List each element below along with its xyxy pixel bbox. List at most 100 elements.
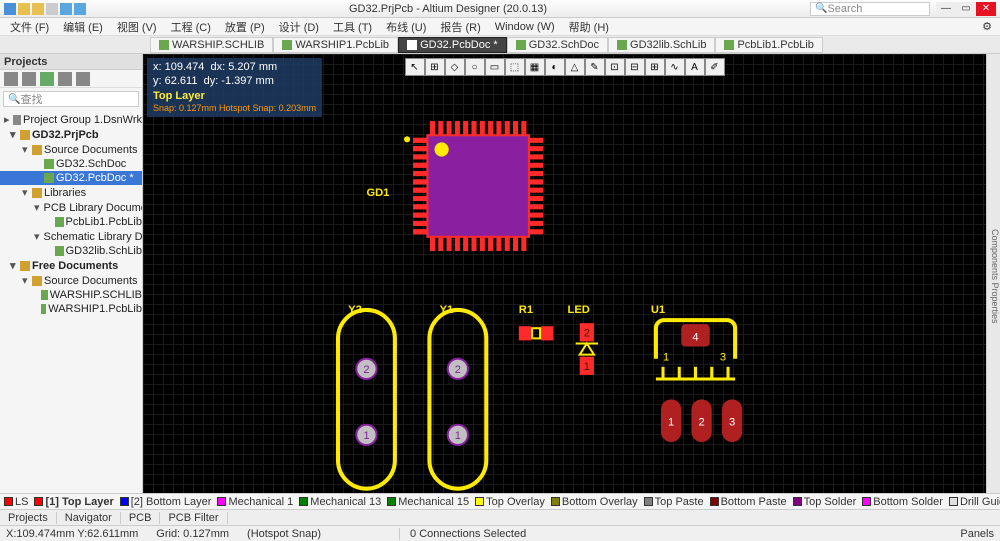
layer-tab[interactable]: Mechanical 1	[217, 496, 293, 508]
tree-node[interactable]: ▾ Free Documents	[0, 258, 142, 273]
panel-btn-icon[interactable]	[22, 72, 36, 86]
layer-tab[interactable]: Bottom Solder	[862, 496, 943, 508]
layer-tab[interactable]: Top Overlay	[475, 496, 545, 508]
svg-text:1: 1	[455, 430, 461, 442]
active-bar: ↖⊞◇○▭⬚▦◐△✎⊡⊟⊞∿A✐	[405, 58, 725, 76]
svg-text:1: 1	[663, 352, 669, 364]
toolbar-button[interactable]: ◐	[545, 58, 565, 76]
menu-item[interactable]: 报告 (R)	[434, 19, 486, 35]
svg-text:2: 2	[455, 364, 461, 376]
menu-item[interactable]: 布线 (U)	[380, 19, 432, 35]
menu-item[interactable]: 工程 (C)	[165, 19, 217, 35]
toolbar-button[interactable]: ↖	[405, 58, 425, 76]
layer-tab-bar[interactable]: LS [1] Top Layer [2] Bottom Layer Mechanica…	[0, 493, 1000, 509]
tree-node[interactable]: ▾ PCB Library Documents	[0, 200, 142, 215]
document-tab[interactable]: WARSHIP.SCHLIB	[150, 37, 273, 53]
title-bar: GD32.PrjPcb - Altium Designer (20.0.13) …	[0, 0, 1000, 18]
bottom-tab[interactable]: Navigator	[57, 512, 121, 524]
toolbar-button[interactable]: ○	[465, 58, 485, 76]
svg-text:1: 1	[584, 361, 590, 373]
panel-btn-icon[interactable]	[58, 72, 72, 86]
layer-tab[interactable]: Mechanical 13	[299, 496, 381, 508]
status-bar: X:109.474mm Y:62.611mm Grid: 0.127mm (Ho…	[0, 525, 1000, 541]
menu-item[interactable]: Window (W)	[489, 21, 561, 33]
pcb-editor[interactable]: x: 109.474 dx: 5.207 mm y: 62.611 dy: -1…	[143, 54, 986, 493]
toolbar-button[interactable]: ⊞	[425, 58, 445, 76]
redo-icon[interactable]	[74, 3, 86, 15]
panel-btn-icon[interactable]	[40, 72, 54, 86]
menu-item[interactable]: 文件 (F)	[4, 19, 55, 35]
tree-node[interactable]: PcbLib1.PcbLib	[0, 215, 142, 229]
layer-tab[interactable]: Top Solder	[793, 496, 857, 508]
toolbar-button[interactable]: △	[565, 58, 585, 76]
open-icon[interactable]	[32, 3, 44, 15]
toolbar-button[interactable]: ⊡	[605, 58, 625, 76]
panel-btn-icon[interactable]	[4, 72, 18, 86]
close-button[interactable]: ✕	[976, 2, 996, 16]
qat-icon[interactable]	[4, 3, 16, 15]
bottom-tab[interactable]: Projects	[0, 512, 57, 524]
tree-node[interactable]: ▾ GD32.PrjPcb	[0, 127, 142, 142]
menu-item[interactable]: 编辑 (E)	[57, 19, 109, 35]
right-dock[interactable]: Components Properties	[986, 54, 1000, 493]
layer-tab[interactable]: LS	[4, 496, 28, 508]
toolbar-button[interactable]: ∿	[665, 58, 685, 76]
layer-tab[interactable]: [1] Top Layer	[34, 496, 113, 508]
tree-node[interactable]: GD32.SchDoc	[0, 157, 142, 171]
minimize-button[interactable]: —	[936, 2, 956, 16]
bottom-tab[interactable]: PCB Filter	[160, 512, 227, 524]
tree-node[interactable]: WARSHIP1.PcbLib	[0, 302, 142, 316]
maximize-button[interactable]: ▭	[956, 2, 976, 16]
menu-item[interactable]: 放置 (P)	[219, 19, 271, 35]
document-tab[interactable]: WARSHIP1.PcbLib	[273, 37, 398, 53]
toolbar-button[interactable]: ⬚	[505, 58, 525, 76]
svg-text:1: 1	[363, 430, 369, 442]
save-icon[interactable]	[18, 3, 30, 15]
toolbar-button[interactable]: ⊟	[625, 58, 645, 76]
tree-node[interactable]: ▾ Libraries	[0, 185, 142, 200]
toolbar-button[interactable]: ✎	[585, 58, 605, 76]
status-grid: Grid: 0.127mm	[156, 528, 229, 540]
tree-node[interactable]: WARSHIP.SCHLIB	[0, 288, 142, 302]
layer-tab[interactable]: Top Paste	[644, 496, 704, 508]
window-title: GD32.PrjPcb - Altium Designer (20.0.13)	[86, 3, 810, 15]
settings-icon[interactable]: ⚙	[978, 20, 996, 33]
qat-icon[interactable]	[46, 3, 58, 15]
undo-icon[interactable]	[60, 3, 72, 15]
global-search[interactable]: 🔍 Search	[810, 2, 930, 16]
tree-node[interactable]: ▾ Schematic Library Documents	[0, 229, 142, 244]
menu-item[interactable]: 视图 (V)	[111, 19, 163, 35]
document-tab[interactable]: GD32lib.SchLib	[608, 37, 715, 53]
tree-node[interactable]: ▸ Project Group 1.DsnWrk	[0, 112, 142, 127]
toolbar-button[interactable]: ▭	[485, 58, 505, 76]
tree-node[interactable]: GD32lib.SchLib	[0, 244, 142, 258]
bottom-tab[interactable]: PCB	[121, 512, 161, 524]
document-tab[interactable]: GD32.PcbDoc *	[398, 37, 507, 53]
layer-tab[interactable]: Bottom Paste	[710, 496, 787, 508]
tree-node[interactable]: ▾ Source Documents	[0, 273, 142, 288]
panel-header: Projects	[0, 54, 142, 70]
layer-tab[interactable]: [2] Bottom Layer	[120, 496, 212, 508]
document-tab[interactable]: GD32.SchDoc	[507, 37, 608, 53]
svg-text:LED: LED	[568, 304, 590, 316]
document-tab[interactable]: PcbLib1.PcbLib	[715, 37, 822, 53]
tree-node[interactable]: ▾ Source Documents	[0, 142, 142, 157]
panel-btn-icon[interactable]	[76, 72, 90, 86]
toolbar-button[interactable]: ◇	[445, 58, 465, 76]
toolbar-button[interactable]: ⊞	[645, 58, 665, 76]
menu-item[interactable]: 帮助 (H)	[563, 19, 615, 35]
panels-button[interactable]: Panels	[960, 528, 994, 540]
toolbar-button[interactable]: ✐	[705, 58, 725, 76]
menu-item[interactable]: 设计 (D)	[273, 19, 325, 35]
quick-access-toolbar	[4, 3, 86, 15]
layer-tab[interactable]: Mechanical 15	[387, 496, 469, 508]
bottom-panel-tabs: ProjectsNavigatorPCBPCB Filter	[0, 509, 1000, 525]
projects-search[interactable]: 🔍 查找	[3, 91, 139, 107]
layer-tab[interactable]: Bottom Overlay	[551, 496, 638, 508]
tree-node[interactable]: GD32.PcbDoc *	[0, 171, 142, 185]
toolbar-button[interactable]: A	[685, 58, 705, 76]
toolbar-button[interactable]: ▦	[525, 58, 545, 76]
pcb-canvas[interactable]: GD1Y221Y121R1LED21U1413123	[143, 54, 986, 493]
menu-item[interactable]: 工具 (T)	[327, 19, 378, 35]
layer-tab[interactable]: Drill Guide	[949, 496, 1000, 508]
